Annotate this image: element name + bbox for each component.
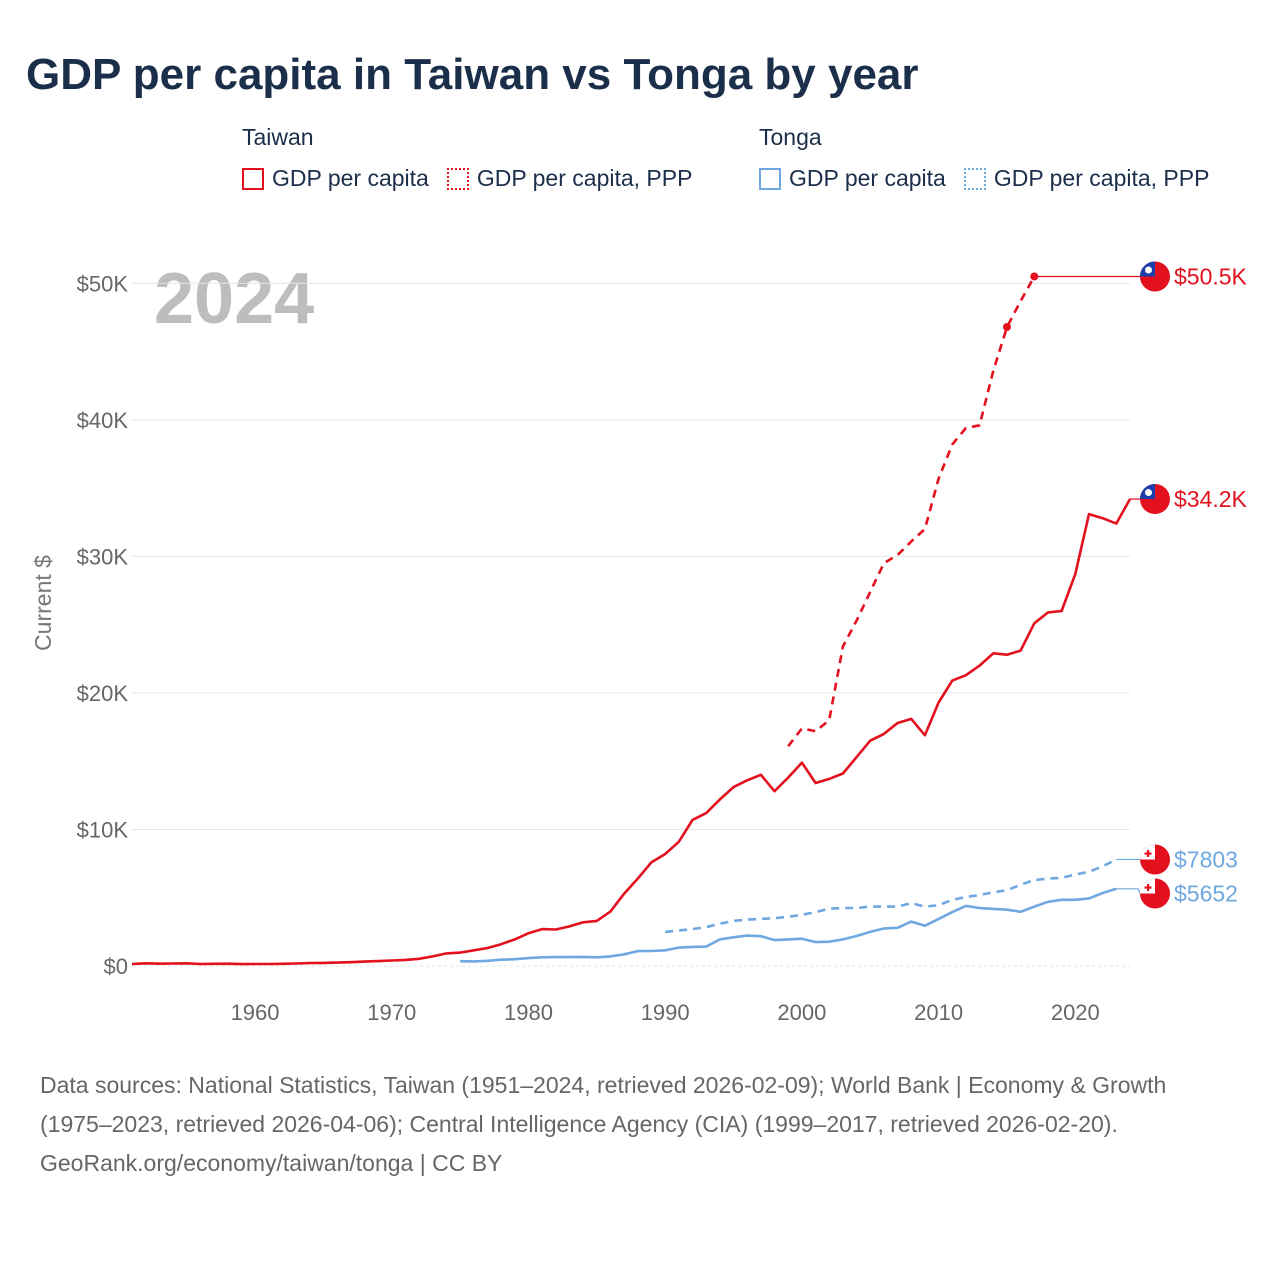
legend-group-tonga: Tonga GDP per capita GDP per capita, PPP: [759, 124, 1227, 192]
taiwan-flag-icon: [1140, 261, 1170, 292]
y-tick-label: $30K: [77, 544, 129, 569]
legend-heading-taiwan: Taiwan: [242, 124, 314, 150]
legend-group-taiwan: Taiwan GDP per capita GDP per capita, PP…: [242, 124, 710, 192]
legend-label: GDP per capita: [272, 165, 429, 191]
legend-heading-tonga: Tonga: [759, 124, 822, 150]
taiwan-flag-icon: [1140, 484, 1170, 515]
x-tick-label: 2000: [777, 1000, 826, 1025]
series-line-taiwan-gdp-per-capita-ppp[interactable]: [787, 275, 1036, 747]
page-title: GDP per capita in Taiwan vs Tonga by yea…: [26, 50, 919, 99]
series-line-taiwan-gdp-per-capita[interactable]: [131, 498, 1132, 966]
x-tick-label: 1990: [641, 1000, 690, 1025]
x-tick-label: 1980: [504, 1000, 553, 1025]
series-line-tonga-gdp-per-capita[interactable]: [460, 887, 1117, 963]
legend-swatch-solid: [242, 167, 264, 190]
y-tick-label: $40K: [77, 408, 129, 433]
legend-item-tonga-gdp-ppp[interactable]: GDP per capita, PPP: [963, 165, 1210, 192]
legend-item-tonga-gdp[interactable]: GDP per capita: [759, 165, 946, 192]
legend-label: GDP per capita: [789, 165, 946, 191]
end-label-leader: [1116, 888, 1141, 894]
end-value-label: $50.5K: [1174, 263, 1248, 289]
chart-area: 2024 Current $ $0 $10K $20K $30K $40K $50K 196…: [30, 259, 1248, 1025]
legend-item-taiwan-gdp-ppp[interactable]: GDP per capita, PPP: [446, 165, 693, 192]
sources-text: Data sources: National Statistics, Taiwa…: [40, 1072, 1167, 1137]
legend-label: GDP per capita, PPP: [476, 165, 693, 191]
series-line-tonga-gdp-per-capita-ppp[interactable]: [665, 858, 1117, 934]
sources-credit[interactable]: GeoRank.org/economy/taiwan/tonga | CC BY: [40, 1150, 503, 1176]
data-point-marker[interactable]: [1002, 323, 1011, 331]
x-tick-label: 2010: [914, 1000, 963, 1025]
x-tick-label: 1960: [231, 1000, 280, 1025]
year-watermark: 2024: [154, 259, 314, 339]
legend-swatch-dotted: [446, 167, 469, 190]
end-value-label: $5652: [1174, 880, 1238, 906]
x-tick-label: 1970: [367, 1000, 416, 1025]
legend-swatch-solid: [759, 167, 781, 190]
y-axis-title: Current $: [30, 555, 56, 651]
end-value-label: $34.2K: [1174, 486, 1248, 512]
tonga-flag-icon: [1140, 878, 1170, 909]
x-tick-label: 2020: [1051, 1000, 1100, 1025]
tonga-flag-icon: [1140, 844, 1170, 875]
y-tick-label: $10K: [77, 817, 129, 842]
y-tick-label: $0: [104, 954, 128, 979]
legend-label: GDP per capita, PPP: [993, 165, 1210, 191]
end-value-label: $7803: [1174, 846, 1238, 872]
legend-swatch-dotted: [963, 167, 986, 190]
y-tick-label: $50K: [77, 271, 129, 296]
y-tick-label: $20K: [77, 681, 129, 706]
data-sources: Data sources: National Statistics, Taiwa…: [40, 1066, 1220, 1183]
legend-item-taiwan-gdp[interactable]: GDP per capita: [242, 165, 429, 192]
